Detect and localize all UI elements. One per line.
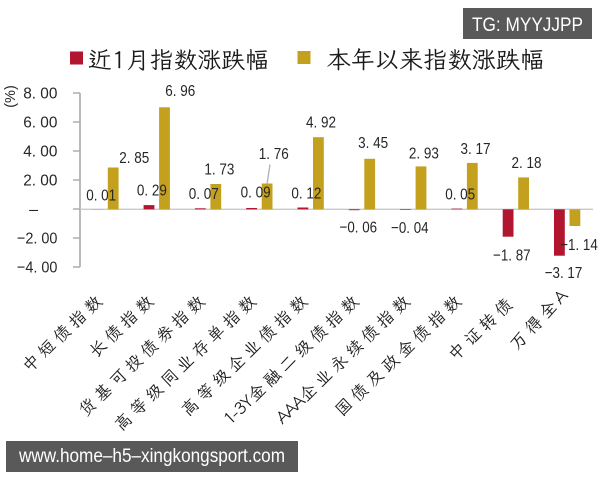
svg-text:−2. 00: −2. 00 bbox=[17, 231, 58, 248]
svg-text:TG: MYYJJPP: TG: MYYJJPP bbox=[472, 15, 583, 36]
svg-text:0. 05: 0. 05 bbox=[445, 187, 475, 204]
svg-text:0. 07: 0. 07 bbox=[189, 186, 219, 203]
svg-text:2. 93: 2. 93 bbox=[409, 145, 439, 162]
svg-text:4. 92: 4. 92 bbox=[306, 114, 336, 131]
svg-text:0. 29: 0. 29 bbox=[137, 183, 167, 200]
svg-text:0. 12: 0. 12 bbox=[291, 186, 321, 203]
svg-text:(%): (%) bbox=[3, 85, 19, 108]
svg-text:6. 96: 6. 96 bbox=[165, 83, 195, 100]
svg-text:−4. 00: −4. 00 bbox=[17, 260, 58, 277]
svg-text:6. 00: 6. 00 bbox=[23, 115, 57, 132]
svg-text:8. 00: 8. 00 bbox=[23, 86, 57, 103]
svg-text:2. 85: 2. 85 bbox=[119, 150, 149, 167]
svg-text:0. 09: 0. 09 bbox=[241, 185, 271, 202]
svg-text:www.home–h5–xingkongsport.com: www.home–h5–xingkongsport.com bbox=[18, 446, 285, 467]
svg-text:−1. 87: −1. 87 bbox=[493, 247, 531, 264]
svg-text:4. 00: 4. 00 bbox=[23, 144, 57, 161]
svg-text:3. 45: 3. 45 bbox=[358, 135, 388, 152]
svg-text:0. 01: 0. 01 bbox=[86, 188, 116, 205]
svg-text:1. 73: 1. 73 bbox=[204, 161, 234, 178]
svg-text:2. 00: 2. 00 bbox=[23, 173, 57, 190]
svg-text:−3. 17: −3. 17 bbox=[545, 265, 583, 282]
svg-text:−0. 06: −0. 06 bbox=[340, 220, 378, 237]
svg-text:–: – bbox=[29, 202, 38, 219]
svg-text:2. 18: 2. 18 bbox=[512, 155, 542, 172]
svg-text:−0. 04: −0. 04 bbox=[391, 220, 429, 237]
svg-text:1. 76: 1. 76 bbox=[259, 146, 289, 163]
svg-text:−1. 14: −1. 14 bbox=[560, 237, 598, 254]
svg-text:3. 17: 3. 17 bbox=[461, 141, 491, 158]
